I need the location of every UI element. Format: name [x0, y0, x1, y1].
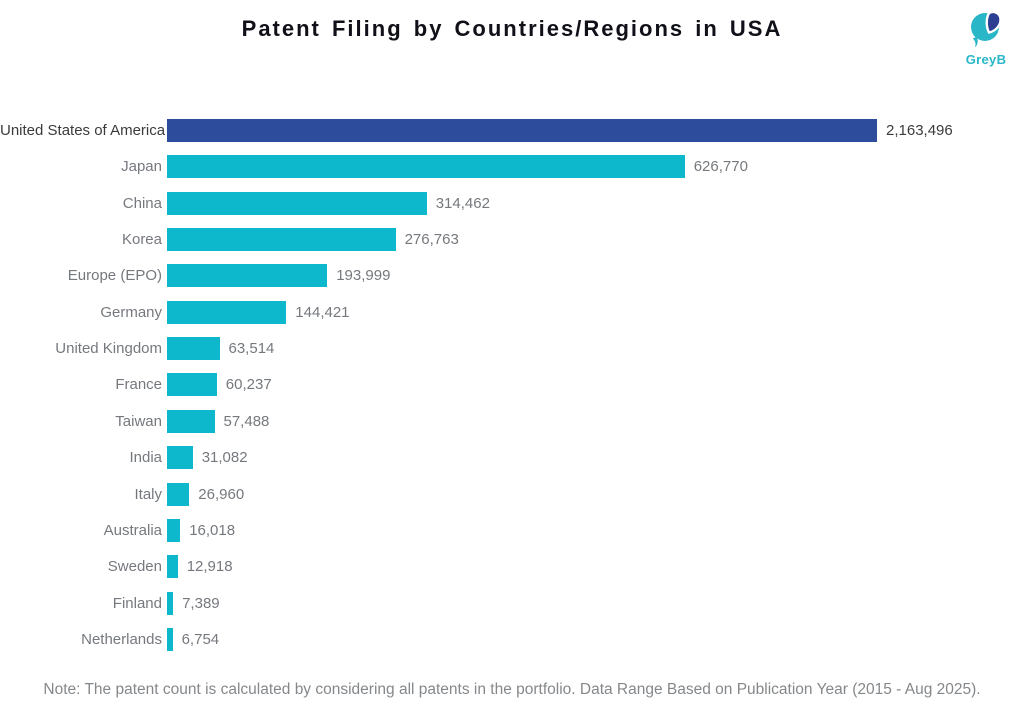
bar[interactable]	[167, 591, 174, 615]
category-label: Italy	[134, 485, 162, 503]
bar[interactable]	[167, 373, 217, 397]
bar-row: Japan 626,770	[0, 155, 1024, 179]
category-label: Europe (EPO)	[67, 267, 162, 285]
category-label: Germany	[100, 303, 162, 321]
value-label: 7,389	[182, 594, 220, 612]
category-label: Sweden	[107, 558, 162, 576]
bar[interactable]	[167, 446, 193, 470]
value-label: 12,918	[186, 558, 233, 576]
bar-row: Korea 276,763	[0, 228, 1024, 252]
category-label: France	[115, 376, 162, 394]
bar[interactable]	[167, 337, 220, 361]
category-label: Korea	[121, 231, 162, 249]
bar-row: Taiwan 57,488	[0, 409, 1024, 433]
value-label: 26,960	[198, 485, 245, 503]
value-label: 6,754	[181, 630, 220, 648]
bar[interactable]	[167, 300, 287, 324]
bar[interactable]	[167, 119, 877, 142]
bar[interactable]	[167, 627, 173, 651]
value-label: 626,770	[693, 158, 748, 176]
bar-row: Sweden 12,918	[0, 555, 1024, 579]
bar[interactable]	[167, 555, 178, 579]
bar-row: France 60,237	[0, 373, 1024, 397]
value-label: 63,514	[228, 340, 275, 358]
value-label: 314,462	[435, 194, 490, 212]
category-label: Finland	[112, 594, 162, 612]
category-label: Japan	[121, 158, 162, 176]
value-label: 144,421	[295, 303, 350, 321]
value-label: 31,082	[201, 449, 248, 467]
bar-row: United States of America 2,163,496	[0, 119, 1024, 142]
value-label: 276,763	[404, 231, 459, 249]
value-label: 16,018	[189, 521, 236, 539]
bar[interactable]	[167, 264, 328, 288]
bar[interactable]	[167, 155, 685, 179]
value-label: 57,488	[223, 412, 270, 430]
bar[interactable]	[167, 228, 396, 252]
category-label: Netherlands	[81, 630, 162, 648]
category-label: China	[122, 194, 162, 212]
bar-row: Australia 16,018	[0, 518, 1024, 542]
bar[interactable]	[167, 191, 427, 215]
footnote: Note: The patent count is calculated by …	[43, 681, 981, 698]
chart-title: Patent Filing by Countries/Regions in US…	[241, 16, 783, 41]
bar-row: Finland 7,389	[0, 591, 1024, 615]
value-label: 193,999	[336, 267, 391, 285]
bar[interactable]	[167, 518, 181, 542]
bar[interactable]	[167, 482, 190, 506]
bar[interactable]	[167, 409, 215, 433]
bar-row: United Kingdom 63,514	[0, 337, 1024, 361]
value-label: 2,163,496	[886, 122, 953, 139]
category-label: Taiwan	[115, 412, 162, 430]
bar-row: Germany 144,421	[0, 300, 1024, 324]
bar-row: China 314,462	[0, 191, 1024, 215]
category-label: United Kingdom	[55, 340, 162, 358]
greyb-sphere-icon	[971, 10, 1002, 48]
category-label: United States of America	[0, 122, 166, 139]
greyb-logo: GreyB	[960, 5, 1012, 67]
bar-row: Netherlands 6,754	[0, 627, 1024, 651]
value-label: 60,237	[225, 376, 272, 394]
bar-chart: United States of America 2,163,496 Japan…	[0, 119, 1024, 651]
category-label: India	[129, 449, 162, 467]
greyb-logo-text: GreyB	[965, 52, 1007, 67]
bar-row: Italy 26,960	[0, 482, 1024, 506]
bar-row: Europe (EPO) 193,999	[0, 264, 1024, 288]
bar-row: India 31,082	[0, 446, 1024, 470]
category-label: Australia	[103, 521, 162, 539]
